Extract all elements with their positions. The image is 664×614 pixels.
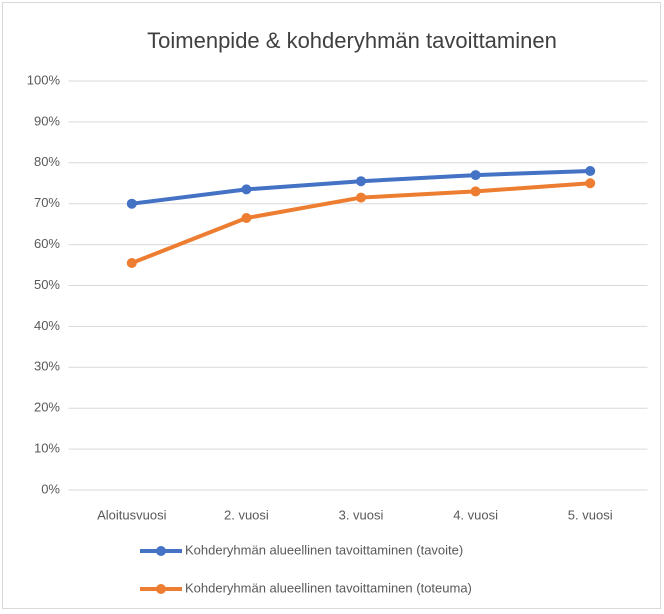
y-tick-label: 40%	[34, 318, 60, 333]
x-tick-label: 5. vuosi	[568, 507, 613, 522]
x-tick-label: 2. vuosi	[224, 507, 269, 522]
y-tick-label: 30%	[34, 359, 60, 374]
data-point	[356, 192, 366, 203]
data-point	[585, 178, 596, 189]
data-point	[126, 258, 137, 269]
y-tick-label: 20%	[34, 400, 60, 415]
data-point	[470, 170, 481, 181]
data-point	[470, 186, 481, 197]
data-point	[241, 184, 252, 195]
data-point	[585, 165, 596, 176]
y-tick-label: 50%	[34, 277, 60, 292]
y-tick-label: 10%	[34, 441, 60, 456]
legend-label: Kohderyhmän alueellinen tavoittaminen (t…	[185, 580, 472, 595]
x-tick-label: 4. vuosi	[453, 507, 498, 522]
data-point	[241, 213, 252, 224]
y-tick-label: 90%	[34, 113, 60, 128]
x-tick-label: 3. vuosi	[339, 507, 384, 522]
legend-marker	[156, 546, 166, 556]
legend-marker	[156, 584, 166, 594]
data-point	[356, 176, 366, 187]
data-point	[126, 198, 137, 209]
chart-title: Toimenpide & kohderyhmän tavoittaminen	[147, 28, 557, 53]
y-tick-label: 80%	[34, 154, 60, 169]
y-tick-label: 100%	[27, 72, 61, 87]
y-tick-label: 0%	[41, 481, 60, 496]
legend-label: Kohderyhmän alueellinen tavoittaminen (t…	[185, 542, 463, 557]
y-tick-label: 60%	[34, 236, 60, 251]
x-tick-label: Aloitusvuosi	[97, 507, 166, 522]
y-tick-label: 70%	[34, 195, 60, 210]
